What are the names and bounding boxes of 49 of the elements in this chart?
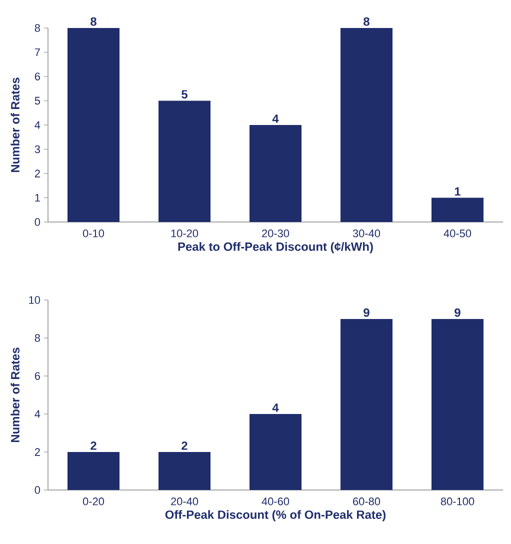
y-tick-label: 0	[34, 486, 40, 494]
bar	[340, 28, 393, 222]
x-tick-label: 20-30	[262, 230, 290, 238]
y-tick-label: 8	[34, 24, 40, 32]
data-label: 4	[272, 404, 279, 412]
bar	[432, 319, 484, 490]
x-tick-label: 0-10	[82, 230, 104, 238]
y-tick-label: 0	[34, 218, 40, 226]
y-tick-label: 10	[29, 296, 40, 304]
data-label: 2	[90, 441, 96, 450]
y-tick-label: 6	[34, 372, 40, 380]
data-label: 4	[272, 114, 279, 123]
x-tick-label: 60-80	[353, 498, 380, 506]
y-tick-label: 7	[34, 48, 40, 56]
x-tick-label: 40-60	[262, 498, 290, 506]
x-tick-label: 40-50	[444, 230, 472, 238]
bar	[68, 452, 120, 490]
bar	[68, 28, 120, 222]
bar	[158, 100, 210, 222]
data-label: 8	[90, 17, 96, 26]
data-label: 5	[182, 90, 188, 99]
bar	[340, 319, 393, 490]
y-tick-label: 2	[34, 170, 40, 178]
bar	[250, 124, 302, 222]
y-axis-title: Number of Rates	[10, 348, 20, 442]
y-axis-title: Number of Rates	[10, 78, 20, 172]
x-tick-label: 10-20	[171, 230, 198, 238]
x-axis-title: Peak to Off-Peak Discount (¢/kWh)	[178, 242, 373, 254]
x-tick-label: 80-100	[440, 498, 474, 506]
data-label: 2	[182, 441, 188, 450]
data-label: 9	[364, 308, 370, 317]
x-tick-label: 20-40	[171, 498, 198, 506]
bar	[432, 198, 484, 222]
y-tick-label: 3	[34, 145, 40, 154]
y-tick-label: 4	[34, 121, 40, 129]
y-tick-label: 8	[34, 334, 40, 342]
y-tick-label: 2	[34, 448, 40, 456]
data-label: 1	[454, 187, 460, 196]
y-tick-label: 5	[34, 96, 40, 105]
x-tick-label: 30-40	[352, 230, 380, 238]
data-label: 9	[454, 308, 460, 317]
data-label: 8	[364, 17, 370, 26]
x-tick-label: 0-20	[82, 498, 104, 506]
y-tick-label: 6	[34, 72, 40, 80]
bar	[250, 414, 302, 490]
y-tick-label: 1	[35, 194, 40, 202]
y-tick-label: 4	[34, 410, 40, 418]
bar	[158, 452, 210, 490]
x-axis-title: Off-Peak Discount (% of On-Peak Rate)	[165, 510, 386, 522]
